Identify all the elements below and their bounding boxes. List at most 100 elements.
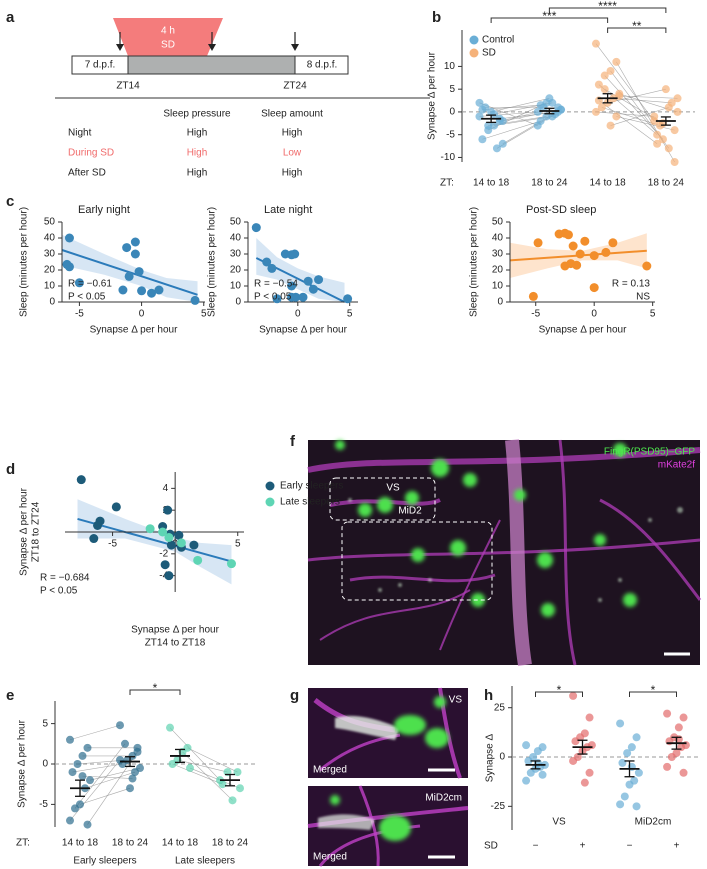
point [653, 139, 662, 148]
pair-line [499, 107, 559, 122]
significance-bracket [548, 7, 667, 13]
point [606, 121, 615, 130]
point [616, 719, 625, 728]
puncta [318, 814, 375, 830]
point [632, 733, 641, 742]
point [76, 475, 86, 485]
confidence-band [62, 234, 198, 302]
channel-label: mKate2f [658, 460, 695, 471]
pair-line [177, 759, 228, 773]
y-tick-label: 0 [499, 752, 505, 763]
chart-title: Post-SD sleep [526, 204, 596, 216]
zt-label: ZT24 [283, 81, 307, 92]
point [154, 285, 164, 295]
y-tick-label: 20 [492, 265, 504, 276]
pair-line [187, 747, 238, 773]
point [168, 760, 177, 768]
caption: Merged [313, 852, 347, 863]
table-cell: High [282, 168, 303, 179]
pair-line [182, 751, 233, 801]
point [267, 263, 277, 273]
point [650, 112, 659, 121]
y-tick-label: -25 [491, 801, 506, 812]
y-tick-label: 5 [42, 718, 48, 729]
sd-box [113, 18, 223, 56]
point [66, 816, 74, 825]
y-tick-label: 0 [235, 297, 241, 308]
pair-line [189, 767, 241, 789]
significance-bracket [490, 17, 609, 23]
point [563, 230, 573, 240]
arrows [119, 32, 296, 46]
y-tick-label: -2 [159, 548, 168, 559]
x-tick-label: 0 [295, 309, 301, 320]
point [533, 107, 542, 116]
y-axis-label: ZT18 to ZT24 [31, 501, 42, 562]
point [218, 780, 227, 789]
panel-a: 4 h SD 7 d.p.f. 8 d.p.f. ZT14 ZT24 Sleep… [55, 18, 430, 179]
legend-label: Early sleepers [280, 481, 343, 492]
pair-line [598, 84, 658, 135]
point [618, 758, 627, 767]
point [533, 747, 542, 756]
point [124, 271, 134, 281]
point [251, 223, 261, 233]
x-axis-label: Synapse Δ per hour [90, 325, 179, 336]
point [118, 285, 128, 295]
pair-line [84, 771, 136, 789]
y-tick-label: 10 [44, 281, 56, 292]
group-label: MiD2cm [635, 817, 672, 828]
x-axis-label: Synapse Δ per hour [259, 325, 348, 336]
point [661, 85, 670, 94]
y-tick-label: 50 [492, 217, 504, 228]
pair-line [491, 97, 550, 113]
panel-label: b [432, 9, 441, 26]
y-tick-label: 50 [230, 217, 242, 228]
point [130, 249, 140, 259]
significance-label: *** [542, 9, 556, 23]
x-tick-label: 18 to 24 [212, 838, 249, 849]
point [490, 110, 499, 119]
point [634, 768, 643, 777]
point [670, 126, 679, 135]
point [163, 505, 173, 515]
point [536, 101, 545, 110]
point [674, 723, 683, 732]
point [78, 751, 87, 760]
point [600, 85, 609, 94]
y-tick-label: 20 [44, 265, 56, 276]
point [64, 262, 74, 272]
point [233, 768, 242, 777]
point [68, 768, 77, 777]
pair-line [72, 763, 123, 773]
x-tick-label: -5 [531, 309, 540, 320]
point [594, 80, 603, 89]
puncta [348, 498, 683, 602]
point [116, 755, 124, 764]
point [673, 94, 682, 103]
pair-line [598, 100, 658, 145]
point [492, 144, 501, 153]
point [226, 559, 236, 569]
point [664, 103, 673, 112]
region-label: MiD2 [398, 506, 422, 517]
point [93, 520, 103, 530]
y-tick-label: -10 [441, 152, 456, 163]
axis-prefix: SD [484, 841, 498, 852]
x-tick-label: 0 [139, 309, 145, 320]
y-tick-label: -5 [446, 129, 455, 140]
point [572, 260, 582, 270]
point [298, 292, 308, 302]
point [73, 760, 82, 768]
significance-label: * [557, 683, 562, 697]
group-label: Late sleepers [175, 856, 235, 867]
pair-line [613, 97, 672, 104]
y-tick-label: 40 [492, 233, 504, 244]
legend-marker [469, 48, 479, 58]
y-axis-label: Synapse Δ per hour [427, 51, 438, 140]
point [542, 112, 551, 121]
point [86, 776, 94, 785]
y-tick-label: 30 [44, 249, 56, 260]
y-axis-label: Synapse Δ per hour [19, 487, 30, 576]
x-tick-label: + [674, 841, 680, 852]
